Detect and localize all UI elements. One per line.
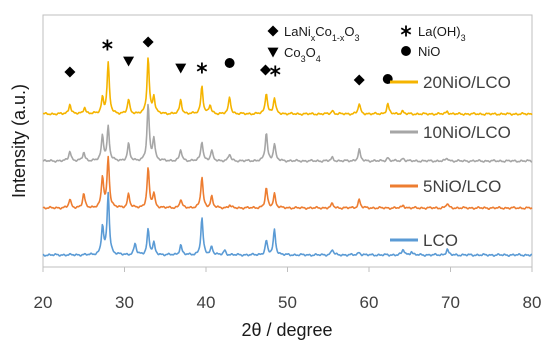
series-line-4	[42, 191, 533, 258]
phase-marker-diamond-10	[353, 74, 365, 86]
phase-markers	[64, 36, 393, 86]
phase-marker-circle-7	[224, 58, 235, 68]
phase-marker-asterisk-6	[196, 62, 208, 74]
marker-legend-label-1: LaNixCo1-xO3	[284, 24, 360, 43]
x-tick-label-20: 20	[34, 293, 53, 312]
phase-marker-triangle-down-5	[175, 63, 187, 74]
legend-label-1: 20NiO/LCO	[423, 73, 511, 92]
y-axis-title: Intensity (a.u.)	[9, 84, 29, 198]
series-layer	[42, 57, 533, 258]
legend-label-2: 10NiO/LCO	[423, 123, 511, 142]
series-line-3	[42, 155, 533, 211]
phase-marker-diamond-1	[64, 66, 76, 78]
phase-marker-diamond-4	[142, 36, 154, 48]
x-tick-label-80: 80	[523, 293, 542, 312]
marker-legend: LaNixCo1-xO3 La(OH)3 Co3O4 NiO	[267, 24, 466, 64]
series-line-1	[42, 57, 533, 116]
x-axis-title: 2θ / degree	[241, 320, 332, 340]
legend-marker-triangle	[267, 47, 279, 58]
legend-marker-circle	[401, 46, 411, 56]
x-tick-label-50: 50	[278, 293, 297, 312]
x-tick-label-40: 40	[197, 293, 216, 312]
legend-marker-diamond	[267, 25, 279, 37]
marker-legend-label-2: La(OH)3	[418, 24, 466, 43]
x-axis-ticks: 20 30 40 50 60 70 80	[34, 267, 542, 312]
phase-marker-asterisk-2	[102, 39, 113, 51]
legend-marker-asterisk	[400, 25, 412, 37]
x-tick-label-60: 60	[360, 293, 379, 312]
x-tick-label-30: 30	[115, 293, 134, 312]
phase-marker-triangle-down-3	[123, 56, 135, 67]
marker-legend-label-4: NiO	[418, 44, 440, 59]
phase-marker-asterisk-9	[270, 65, 281, 77]
legend-label-4: LCO	[423, 231, 458, 250]
x-tick-label-70: 70	[441, 293, 460, 312]
series-line-2	[42, 103, 533, 164]
phase-marker-diamond-8	[259, 64, 271, 76]
legend-label-3: 5NiO/LCO	[423, 177, 501, 196]
marker-legend-label-3: Co3O4	[284, 45, 321, 64]
series-legend: 20NiO/LCO 10NiO/LCO 5NiO/LCO LCO	[390, 73, 511, 250]
